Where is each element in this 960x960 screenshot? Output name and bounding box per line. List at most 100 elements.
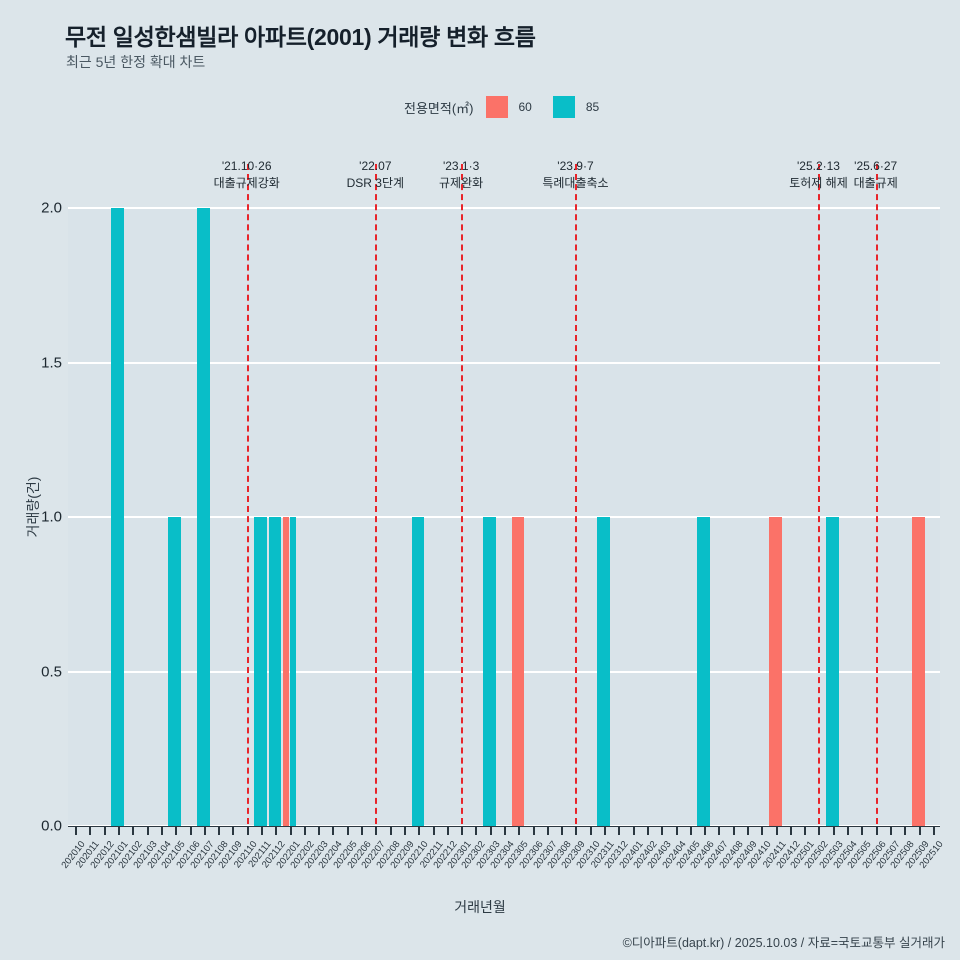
y-tick-label: 2.0: [41, 199, 62, 217]
x-tick: [160, 826, 163, 835]
legend-item-85[interactable]: 85: [552, 96, 620, 118]
event-line-202110: [246, 164, 249, 834]
x-tick: [561, 826, 564, 835]
event-annotation-202502: '25.2·13 토허제 해제: [738, 158, 898, 192]
x-tick: [246, 826, 249, 835]
x-tick: [389, 826, 392, 835]
x-tick: [604, 826, 607, 835]
x-tick: [375, 826, 378, 835]
x-tick: [747, 826, 750, 835]
event-name: 규제완화: [439, 176, 484, 190]
plot-area: [68, 164, 940, 834]
bar-202406-85[interactable]: [697, 517, 711, 826]
x-tick: [618, 826, 621, 835]
x-tick: [432, 826, 435, 835]
bar-202210-85[interactable]: [411, 517, 425, 826]
gridline: [68, 207, 940, 209]
bar-202503-85[interactable]: [826, 517, 839, 826]
gridline: [68, 670, 940, 673]
bar-202111-85[interactable]: [254, 517, 268, 826]
x-tick: [818, 826, 821, 835]
y-tick-label: 0.0: [41, 817, 62, 835]
bar-202101-85[interactable]: [111, 208, 125, 826]
legend-title: 전용면적(㎡): [404, 100, 474, 116]
x-tick: [260, 826, 263, 835]
x-tick: [118, 826, 121, 835]
x-tick: [932, 826, 935, 835]
bar-202201-60[interactable]: [282, 517, 289, 826]
x-tick: [303, 826, 306, 835]
y-tick-label: 0.5: [41, 663, 62, 680]
event-annotation-202207: '22.07 DSR 3단계: [295, 158, 455, 192]
event-name: 특례대출축소: [542, 176, 609, 190]
x-tick: [546, 826, 549, 835]
event-annotation-202301: '23.1·3 규제완화: [381, 158, 541, 192]
x-tick: [918, 826, 921, 835]
x-tick: [675, 826, 678, 835]
bar-202112-85[interactable]: [268, 517, 282, 826]
event-line-202506: [875, 164, 878, 834]
legend-swatch-85: [552, 96, 575, 118]
x-tick: [589, 826, 592, 835]
event-date: '23.9·7: [557, 159, 594, 173]
x-tick: [875, 826, 878, 835]
x-tick: [289, 826, 292, 835]
y-axis: 0.0 0.5 1.0 1.5 2.0: [0, 200, 62, 835]
y-tick-label: 1.0: [41, 508, 62, 526]
bar-202303-85[interactable]: [482, 517, 496, 826]
event-date: '22.07: [359, 159, 392, 173]
x-tick: [718, 826, 721, 835]
event-date: '21.10·26: [221, 159, 272, 173]
bar-202105-85[interactable]: [168, 517, 182, 826]
y-axis-title: 거래량(건): [25, 476, 41, 538]
event-annotation-202110: '21.10·26 대출규제강화: [167, 158, 327, 192]
bar-202107-85[interactable]: [197, 208, 210, 826]
x-tick: [146, 826, 149, 835]
event-name: DSR 3단계: [346, 176, 405, 190]
x-tick: [332, 826, 335, 835]
x-tick: [103, 826, 106, 835]
x-tick: [461, 826, 464, 835]
x-tick: [89, 826, 92, 835]
x-tick: [203, 826, 206, 835]
footer-credit: ©디아파트(dapt.kr) / 2025.10.03 / 자료=국토교통부 실…: [622, 936, 945, 950]
x-tick: [361, 826, 364, 835]
x-tick: [346, 826, 349, 835]
x-tick: [775, 826, 778, 835]
bar-202305-60[interactable]: [511, 517, 525, 826]
event-date: '25.6·27: [854, 159, 898, 173]
x-tick: [704, 826, 707, 835]
x-tick: [189, 826, 192, 835]
x-tick: [661, 826, 664, 835]
x-tick: [218, 826, 221, 835]
x-tick: [889, 826, 892, 835]
gridline: [68, 361, 940, 364]
y-tick-label: 1.5: [41, 354, 62, 371]
event-line-202301: [461, 164, 464, 834]
x-axis: 202010 202011 202012 202101 202102 202103 2021…: [60, 826, 946, 871]
x-tick: [832, 826, 835, 835]
x-tick: [446, 826, 449, 835]
event-annotation-202506: '25.6·27 대출규제: [796, 158, 956, 192]
legend: 전용면적(㎡) 60 85: [404, 96, 620, 118]
x-tick: [232, 826, 235, 835]
legend-item-60[interactable]: 60: [485, 96, 553, 118]
x-tick: [403, 826, 406, 835]
bar-202201-85[interactable]: [289, 517, 296, 826]
event-line-202502: [818, 164, 821, 834]
gridline: [68, 516, 940, 518]
legend-label-60: 60: [518, 100, 532, 114]
x-tick: [489, 826, 492, 835]
x-tick: [132, 826, 135, 835]
x-tick: [847, 826, 850, 835]
legend-swatch-60: [485, 96, 508, 118]
x-tick: [475, 826, 478, 835]
bar-202411-60[interactable]: [768, 517, 782, 826]
bar-202509-60[interactable]: [911, 517, 925, 826]
bar-202311-85[interactable]: [597, 517, 611, 826]
x-tick: [804, 826, 807, 835]
page-title: 무전 일성한샘빌라 아파트(2001) 거래량 변화 흐름: [65, 24, 536, 50]
x-tick: [904, 826, 907, 835]
x-tick: [632, 826, 635, 835]
x-tick: [75, 826, 78, 835]
